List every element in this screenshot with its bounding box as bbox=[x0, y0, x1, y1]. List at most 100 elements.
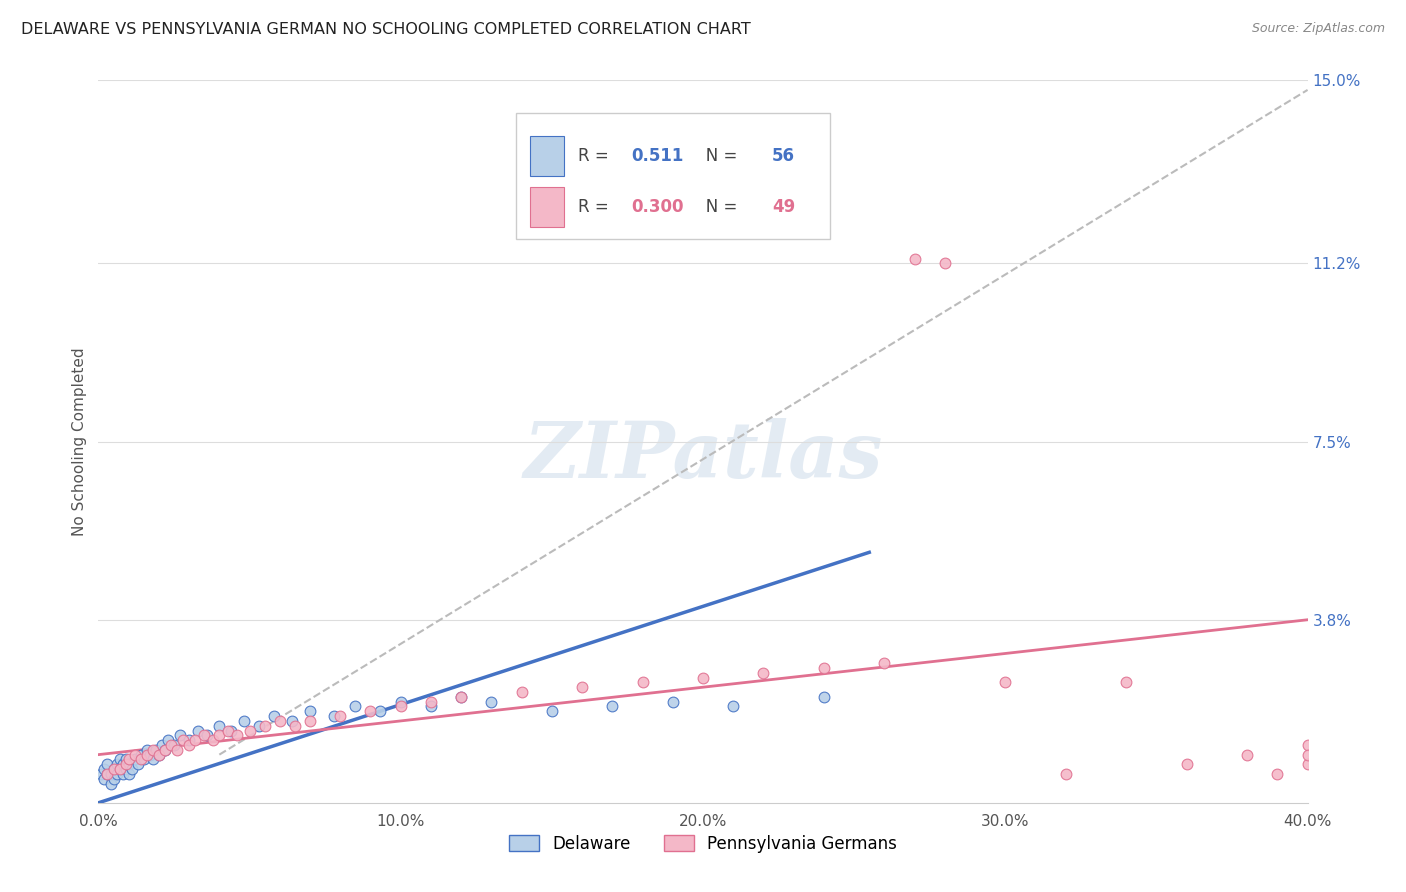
Point bbox=[105, 757, 128, 772]
Point bbox=[360, 704, 382, 718]
Point bbox=[571, 680, 593, 694]
Point bbox=[111, 757, 134, 772]
Point bbox=[100, 776, 122, 790]
Point bbox=[108, 762, 131, 776]
Point bbox=[114, 752, 136, 766]
Point bbox=[344, 699, 367, 714]
Point bbox=[135, 743, 157, 757]
Point bbox=[299, 714, 322, 728]
Point bbox=[1296, 757, 1319, 772]
Point bbox=[221, 723, 243, 738]
Point bbox=[368, 704, 391, 718]
Text: Source: ZipAtlas.com: Source: ZipAtlas.com bbox=[1251, 22, 1385, 36]
Point bbox=[129, 747, 152, 762]
Point bbox=[1296, 738, 1319, 752]
Point bbox=[323, 709, 346, 723]
Point bbox=[124, 747, 146, 762]
Bar bbox=[530, 136, 564, 176]
Point bbox=[121, 762, 143, 776]
Point bbox=[153, 743, 176, 757]
Point bbox=[813, 661, 835, 675]
Point bbox=[934, 256, 956, 270]
Point bbox=[150, 738, 173, 752]
Point bbox=[179, 738, 201, 752]
Point bbox=[389, 699, 412, 714]
Point bbox=[602, 699, 624, 714]
Point bbox=[132, 752, 155, 766]
Point bbox=[114, 757, 136, 772]
Point bbox=[239, 723, 262, 738]
Point bbox=[118, 767, 141, 781]
Point bbox=[208, 728, 231, 742]
Point bbox=[163, 738, 186, 752]
Point bbox=[153, 743, 176, 757]
Point bbox=[118, 752, 141, 766]
Point bbox=[263, 709, 285, 723]
Point bbox=[100, 767, 122, 781]
Text: R =: R = bbox=[578, 198, 614, 216]
Point bbox=[202, 733, 225, 747]
Point bbox=[450, 690, 472, 704]
Point bbox=[96, 767, 118, 781]
Point bbox=[813, 690, 835, 704]
Point bbox=[96, 757, 118, 772]
Point bbox=[127, 757, 149, 772]
Point bbox=[481, 695, 503, 709]
Point bbox=[156, 733, 179, 747]
Point bbox=[692, 671, 714, 685]
Point bbox=[193, 728, 215, 742]
Point bbox=[1296, 747, 1319, 762]
Y-axis label: No Schooling Completed: No Schooling Completed bbox=[72, 347, 87, 536]
Point bbox=[284, 719, 307, 733]
Point bbox=[420, 695, 443, 709]
Point bbox=[105, 767, 128, 781]
Point bbox=[420, 699, 443, 714]
Point bbox=[723, 699, 745, 714]
Point bbox=[148, 747, 170, 762]
Point bbox=[108, 762, 131, 776]
Point bbox=[145, 743, 167, 757]
Point bbox=[329, 709, 352, 723]
Point bbox=[142, 743, 165, 757]
Point bbox=[510, 685, 533, 699]
Text: ZIPatlas: ZIPatlas bbox=[523, 417, 883, 494]
Point bbox=[389, 695, 412, 709]
Point bbox=[172, 733, 194, 747]
Point bbox=[103, 762, 125, 776]
Point bbox=[752, 665, 775, 680]
Point bbox=[1175, 757, 1198, 772]
Point bbox=[540, 704, 562, 718]
Point bbox=[195, 728, 218, 742]
Text: DELAWARE VS PENNSYLVANIA GERMAN NO SCHOOLING COMPLETED CORRELATION CHART: DELAWARE VS PENNSYLVANIA GERMAN NO SCHOO… bbox=[21, 22, 751, 37]
Point bbox=[450, 690, 472, 704]
Point bbox=[169, 728, 191, 742]
Point bbox=[96, 767, 118, 781]
Point bbox=[187, 723, 209, 738]
Point bbox=[281, 714, 304, 728]
Point bbox=[148, 747, 170, 762]
Point bbox=[631, 675, 654, 690]
FancyBboxPatch shape bbox=[516, 112, 830, 239]
Point bbox=[108, 752, 131, 766]
Text: 49: 49 bbox=[772, 198, 796, 216]
Point bbox=[129, 752, 152, 766]
Point bbox=[873, 656, 896, 670]
Text: 0.511: 0.511 bbox=[631, 147, 685, 165]
Point bbox=[93, 772, 115, 786]
Point bbox=[269, 714, 291, 728]
Point bbox=[111, 767, 134, 781]
Text: 0.300: 0.300 bbox=[631, 198, 685, 216]
Text: R =: R = bbox=[578, 147, 614, 165]
Point bbox=[90, 767, 112, 781]
Point bbox=[904, 252, 927, 266]
Point bbox=[160, 738, 183, 752]
Point bbox=[1054, 767, 1077, 781]
Legend: Delaware, Pennsylvania Germans: Delaware, Pennsylvania Germans bbox=[502, 828, 904, 860]
Point bbox=[1267, 767, 1289, 781]
Point bbox=[994, 675, 1017, 690]
Point bbox=[93, 762, 115, 776]
Point bbox=[103, 772, 125, 786]
Text: N =: N = bbox=[690, 198, 742, 216]
Bar bbox=[530, 186, 564, 227]
Text: 56: 56 bbox=[772, 147, 794, 165]
